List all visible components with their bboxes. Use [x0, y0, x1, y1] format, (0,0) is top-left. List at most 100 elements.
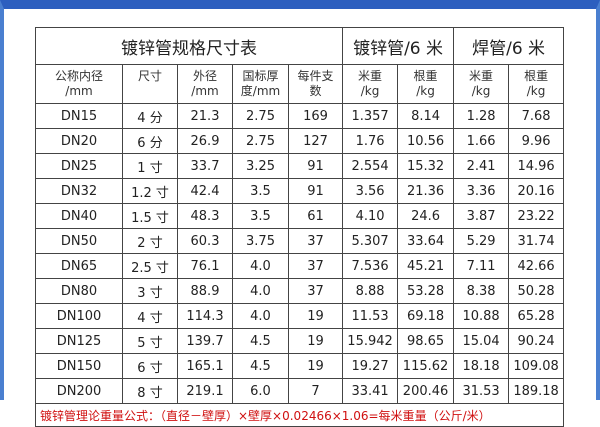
header-line: 外径 [192, 69, 217, 83]
table-cell: 14.96 [508, 153, 565, 179]
column-header: 米重/kg [453, 64, 510, 104]
table-cell: 3.25 [232, 153, 289, 179]
table-cell: 7.11 [453, 253, 510, 279]
table-cell: DN100 [35, 303, 123, 329]
table-cell: 3.36 [453, 178, 510, 204]
welded-group-header: 焊管/6 米 [453, 27, 565, 65]
table-cell: 26.9 [177, 128, 233, 154]
table-cell: 23.22 [508, 203, 565, 229]
table-cell: 15.04 [453, 328, 510, 354]
table-row: DN50 2 寸 60.3 3.75 37 5.307 33.64 5.29 31.74 [35, 228, 565, 254]
table-cell: 7.68 [508, 103, 565, 129]
table-cell: 24.6 [397, 203, 455, 229]
table-row: DN25 1 寸 33.7 3.25 91 2.554 15.32 2.41 14.96 [35, 153, 565, 179]
table-cell: 91 [287, 153, 344, 179]
table-cell: 3.5 [232, 178, 289, 204]
header-line: 尺寸 [137, 69, 162, 83]
table-cell: 10.88 [453, 303, 510, 329]
header-line: 米重 [469, 69, 494, 83]
header-line: /kg [526, 84, 546, 98]
pipe-spec-table: 镀锌管规格尺寸表 镀锌管/6 米 焊管/6 米 公称内径/mm 尺寸 外径/mm 国… [34, 27, 565, 427]
table-cell: 98.65 [397, 328, 455, 354]
galvanized-group-header: 镀锌管/6 米 [342, 27, 455, 65]
table-cell: 1.76 [342, 128, 399, 154]
table-cell: 37 [287, 278, 344, 304]
table-cell: DN20 [35, 128, 123, 154]
table-cell: 2.5 寸 [122, 253, 178, 279]
table-cell: 3.87 [453, 203, 510, 229]
table-cell: 19.27 [342, 353, 399, 379]
table-cell: 8.38 [453, 278, 510, 304]
table-cell: 15.942 [342, 328, 399, 354]
header-line: 根重 [413, 69, 438, 83]
header-line: /mm [191, 84, 219, 98]
table-cell: 115.62 [397, 353, 455, 379]
table-cell: 1.2 寸 [122, 178, 178, 204]
table-cell: 2.75 [232, 128, 289, 154]
column-header: 每件支数 [287, 64, 344, 104]
table-cell: 4 分 [122, 103, 178, 129]
table-cell: 165.1 [177, 353, 233, 379]
header-line: /kg [471, 84, 491, 98]
table-cell: 9.96 [508, 128, 565, 154]
table-row: DN15 4 分 21.3 2.75 169 1.357 8.14 1.28 7.68 [35, 103, 565, 129]
table-cell: 169 [287, 103, 344, 129]
column-header: 根重/kg [508, 64, 565, 104]
table-cell: 45.21 [397, 253, 455, 279]
table-cell: 7.536 [342, 253, 399, 279]
table-cell: 5 寸 [122, 328, 178, 354]
table-cell: 6 寸 [122, 353, 178, 379]
table-cell: DN32 [35, 178, 123, 204]
column-header: 国标厚 度/mm [232, 64, 289, 104]
table-cell: DN125 [35, 328, 123, 354]
table-cell: 4 寸 [122, 303, 178, 329]
table-cell: 3.56 [342, 178, 399, 204]
column-header: 尺寸 [122, 64, 178, 104]
table-cell: 1.28 [453, 103, 510, 129]
header-line: 数 [309, 84, 322, 98]
table-cell: 114.3 [177, 303, 233, 329]
table-cell: 3 寸 [122, 278, 178, 304]
table-cell: 5.29 [453, 228, 510, 254]
table-cell: 2.75 [232, 103, 289, 129]
table-cell: 19 [287, 303, 344, 329]
table-row: DN100 4 寸 114.3 4.0 19 11.53 69.18 10.88 65.28 [35, 303, 565, 329]
table-cell: 109.08 [508, 353, 565, 379]
table-cell: 90.24 [508, 328, 565, 354]
header-line: /kg [416, 84, 435, 98]
table-cell: 50.28 [508, 278, 565, 304]
blue-frame [0, 0, 600, 400]
table-cell: DN50 [35, 228, 123, 254]
table-cell: 42.4 [177, 178, 233, 204]
table-cell: 15.32 [397, 153, 455, 179]
table-cell: 19 [287, 353, 344, 379]
column-header: 根重/kg [397, 64, 455, 104]
table-cell: 53.28 [397, 278, 455, 304]
table-cell: 61 [287, 203, 344, 229]
table-row: DN150 6 寸 165.1 4.5 19 19.27 115.62 18.18 109.08 [35, 353, 565, 379]
table-cell: 1 寸 [122, 153, 178, 179]
table-row: DN65 2.5 寸 76.1 4.0 37 7.536 45.21 7.11 42.66 [35, 253, 565, 279]
header-line: 米重 [358, 69, 383, 83]
table-cell: 37 [287, 228, 344, 254]
table-cell: DN150 [35, 353, 123, 379]
table-cell: 3.75 [232, 228, 289, 254]
header-line: 根重 [524, 69, 549, 83]
header-line [123, 84, 177, 99]
table-cell: 69.18 [397, 303, 455, 329]
table-cell: 18.18 [453, 353, 510, 379]
table-cell: DN25 [35, 153, 123, 179]
table-cell: 3.5 [232, 203, 289, 229]
table-cell: 4.0 [232, 278, 289, 304]
table-cell: 1.357 [342, 103, 399, 129]
table-row: DN125 5 寸 139.7 4.5 19 15.942 98.65 15.04 90.24 [35, 328, 565, 354]
table-cell: 88.9 [177, 278, 233, 304]
table-cell: 31.74 [508, 228, 565, 254]
column-header: 米重/kg [342, 64, 399, 104]
table-cell: DN40 [35, 203, 123, 229]
table-cell: DN65 [35, 253, 123, 279]
column-header: 公称内径/mm [35, 64, 123, 104]
table-cell: 4.0 [232, 253, 289, 279]
header-line: 国标厚 [242, 69, 279, 83]
table-cell: 4.5 [232, 353, 289, 379]
